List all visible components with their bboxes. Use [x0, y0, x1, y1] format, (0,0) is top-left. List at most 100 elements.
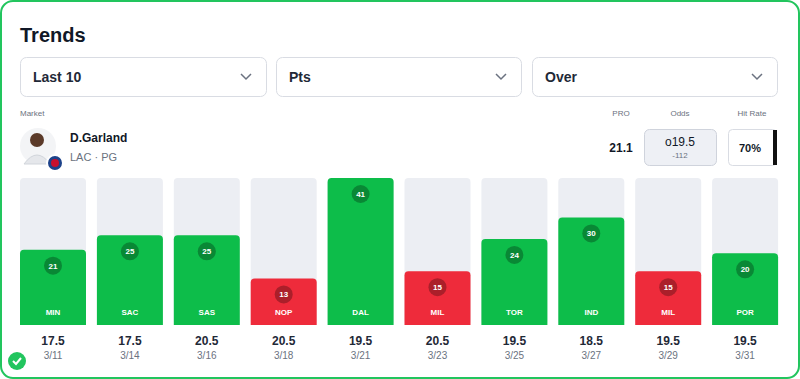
game-date: 3/16 — [197, 350, 217, 361]
player-name: D.Garland — [70, 131, 127, 145]
category-label: MIN — [46, 308, 61, 317]
bar — [20, 250, 86, 325]
category-label: NOP — [275, 308, 293, 317]
prop-line: 19.5 — [503, 334, 527, 348]
bar-track — [712, 178, 778, 325]
data-label: 20 — [741, 265, 750, 274]
avatar-head — [30, 133, 44, 147]
prop-line: 19.5 — [349, 334, 373, 348]
card-frame — [1, 1, 799, 378]
bar-track — [174, 178, 240, 325]
player-team: LAC · PG — [70, 151, 117, 163]
bar-track — [20, 178, 86, 325]
bar — [174, 235, 240, 325]
column-header: Hit Rate — [738, 109, 767, 118]
hit-rate-frame — [729, 130, 777, 166]
category-label: IND — [584, 308, 598, 317]
odds-line: o19.5 — [665, 135, 695, 149]
data-label-badge — [659, 278, 677, 296]
prop-line: 20.5 — [426, 334, 450, 348]
bar-track — [635, 178, 701, 325]
odds-frame — [645, 130, 717, 166]
dropdown-box — [21, 58, 267, 97]
prop-line: 17.5 — [118, 334, 142, 348]
game-date: 3/18 — [274, 350, 294, 361]
hit-rate: 70% — [739, 142, 761, 154]
chevron — [752, 74, 762, 79]
data-label-badge — [44, 257, 62, 275]
dropdown[interactable]: Pts — [277, 58, 522, 97]
data-label: 25 — [125, 247, 134, 256]
team-badge-dot — [51, 159, 59, 167]
bar-track — [97, 178, 163, 325]
bar — [635, 271, 701, 325]
category-label: MIL — [431, 308, 445, 317]
category-label: TOR — [506, 308, 523, 317]
category-label: MIL — [661, 308, 675, 317]
pro-value: 21.1 — [609, 141, 633, 155]
prop-line: 19.5 — [657, 334, 681, 348]
hit-rate-bar — [773, 130, 777, 165]
bar — [712, 253, 778, 325]
prop-line: 19.5 — [733, 334, 757, 348]
game-date: 3/21 — [351, 350, 371, 361]
odds-price: -112 — [672, 151, 688, 160]
card: TrendsLast 10PtsOverMarketPROOddsHit Rat… — [0, 0, 800, 379]
dropdown[interactable]: Over — [533, 58, 778, 97]
game-date: 3/14 — [120, 350, 140, 361]
column-header: Market — [20, 109, 45, 118]
bar-track — [328, 178, 394, 325]
team-badge — [47, 155, 63, 171]
data-label: 13 — [279, 290, 288, 299]
prop-line: 18.5 — [580, 334, 604, 348]
data-label-badge — [275, 285, 293, 303]
data-label-badge — [736, 260, 754, 278]
category-label: SAS — [199, 308, 216, 317]
data-label: 41 — [356, 190, 365, 199]
dropdown-box — [277, 58, 522, 97]
data-label: 30 — [587, 229, 596, 238]
bar — [97, 235, 163, 325]
data-label: 15 — [433, 283, 442, 292]
game-date: 3/29 — [658, 350, 678, 361]
game-date: 3/11 — [44, 350, 63, 361]
category-label: POR — [736, 308, 754, 317]
prop-line: 20.5 — [272, 334, 296, 348]
chevron — [241, 74, 251, 79]
data-label-badge — [352, 185, 370, 203]
data-label-badge — [582, 224, 600, 242]
check-mark — [13, 358, 21, 364]
title: Trends — [20, 24, 86, 46]
category-label: DAL — [352, 308, 369, 317]
bar-track — [558, 178, 624, 325]
labels: 21MIN17.53/1125SAC17.53/1425SAS20.53/161… — [41, 185, 757, 361]
bar — [558, 217, 624, 325]
bar-track — [405, 178, 471, 325]
data-label-badge — [121, 242, 139, 260]
game-date: 3/27 — [582, 350, 602, 361]
check-badge — [8, 352, 26, 370]
dropdown-label: Pts — [289, 69, 311, 85]
odds-box[interactable]: o19.5 -112 — [645, 130, 717, 166]
data-label: 21 — [49, 262, 58, 271]
avatar — [20, 128, 63, 171]
game-date: 3/25 — [505, 350, 525, 361]
bar — [328, 178, 394, 325]
data-label: 15 — [664, 283, 673, 292]
data-label: 25 — [202, 247, 211, 256]
data-label-badge — [505, 246, 523, 264]
chevron — [496, 74, 506, 79]
dropdown-label: Over — [545, 69, 577, 85]
bars — [20, 178, 778, 325]
data-label: 24 — [510, 251, 519, 260]
game-date: 3/23 — [428, 350, 448, 361]
category-label: SAC — [121, 308, 138, 317]
dropdown[interactable]: Last 10 — [21, 58, 267, 97]
column-header: PRO — [612, 109, 629, 118]
bar-track — [481, 178, 547, 325]
bar — [405, 271, 471, 325]
dropdown-label: Last 10 — [33, 69, 81, 85]
dropdown-box — [533, 58, 778, 97]
bar-track — [251, 178, 317, 325]
bar — [251, 278, 317, 325]
